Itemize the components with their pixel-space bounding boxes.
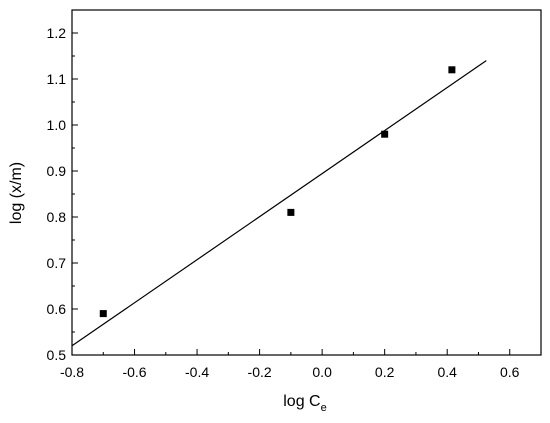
- x-tick-label: 0.0: [312, 364, 332, 380]
- plot-frame: [71, 9, 542, 356]
- x-axis-title: log Ce: [283, 393, 326, 414]
- y-axis-title: log (x/m): [8, 162, 25, 224]
- y-tick-label: 1.1: [47, 71, 67, 87]
- x-axis-ticks: -0.8 -0.6 -0.4 -0.2 0.0 0.2 0.4 0.6: [60, 349, 520, 380]
- y-tick-label: 0.6: [47, 301, 67, 317]
- y-axis-ticks: 0.5 0.6 0.7 0.8 0.9 1.0 1.1 1.2: [47, 9, 78, 363]
- axes-frame: [71, 9, 542, 356]
- data-point: [99, 310, 107, 318]
- y-tick-label: 0.5: [47, 347, 67, 363]
- x-tick-label: 0.6: [500, 364, 520, 380]
- data-point: [287, 208, 295, 216]
- x-tick-label: -0.8: [60, 364, 84, 380]
- data-point: [381, 130, 389, 138]
- y-tick-label: 1.0: [47, 117, 67, 133]
- y-tick-label: 1.2: [47, 25, 67, 41]
- fit-line: [71, 60, 487, 347]
- y-tick-label: 0.8: [47, 209, 67, 225]
- x-tick-label: 0.4: [437, 364, 457, 380]
- x-tick-label: -0.4: [185, 364, 209, 380]
- data-point: [448, 66, 456, 74]
- x-tick-label: 0.2: [375, 364, 395, 380]
- y-tick-label: 0.7: [47, 255, 67, 271]
- y-tick-label: 0.9: [47, 163, 67, 179]
- x-tick-label: -0.2: [248, 364, 272, 380]
- x-tick-label: -0.6: [122, 364, 146, 380]
- plot-area: [71, 60, 487, 347]
